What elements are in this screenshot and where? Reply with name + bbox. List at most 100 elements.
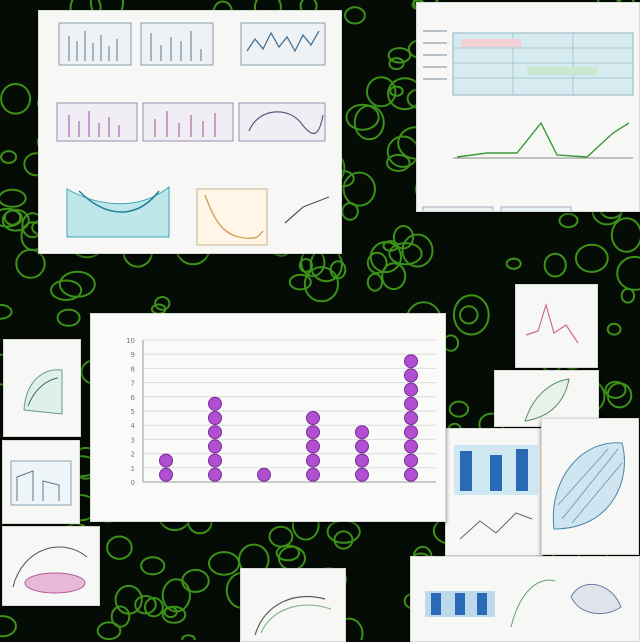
mesh-cell xyxy=(606,322,622,336)
mesh-cell xyxy=(114,584,143,615)
mesh-cell xyxy=(134,595,157,615)
mesh-cell xyxy=(558,212,579,229)
mesh-cell xyxy=(505,257,522,270)
chart-grid xyxy=(143,339,436,483)
data-point xyxy=(159,467,173,482)
mesh-cell xyxy=(181,634,196,640)
data-point xyxy=(208,396,222,411)
data-point xyxy=(208,411,222,425)
mesh-cell xyxy=(353,104,385,141)
mesh-cell xyxy=(459,305,479,325)
y-tick-label: 3 xyxy=(131,436,135,444)
mesh-cell xyxy=(161,578,191,613)
data-point xyxy=(404,467,418,482)
mesh-cell xyxy=(0,188,27,208)
mesh-cell xyxy=(333,530,354,550)
data-point xyxy=(355,425,369,440)
data-point xyxy=(306,467,320,482)
y-tick-label: 9 xyxy=(131,351,135,359)
data-point xyxy=(208,467,222,482)
data-point xyxy=(208,439,222,454)
data-point xyxy=(404,396,418,411)
mesh-cell xyxy=(366,251,388,274)
mesh-cell xyxy=(50,279,83,301)
mesh-cell xyxy=(620,287,636,304)
data-point xyxy=(404,368,418,383)
mesh-cell xyxy=(344,6,366,25)
mesh-cell xyxy=(278,545,306,571)
collage-card-bottom-right xyxy=(410,556,640,642)
mesh-cell xyxy=(342,171,376,207)
collage-card-left-2 xyxy=(2,440,80,524)
mesh-cell xyxy=(303,266,339,303)
collage-card-right-4 xyxy=(541,418,639,555)
mesh-cell xyxy=(96,621,122,640)
data-point xyxy=(306,453,320,468)
mesh-cell xyxy=(381,262,407,291)
collage-card-right-1 xyxy=(515,284,598,368)
collage-card-left-3 xyxy=(2,526,100,606)
mesh-cell xyxy=(610,217,640,253)
data-point xyxy=(208,425,222,440)
data-point xyxy=(257,467,271,482)
mesh-cell xyxy=(0,150,18,164)
mesh-cell xyxy=(543,252,567,278)
mesh-cell xyxy=(268,525,294,548)
mesh-cell xyxy=(3,209,22,226)
mesh-cell xyxy=(140,556,166,576)
mesh-cell xyxy=(366,272,383,292)
mesh-cell xyxy=(0,615,17,638)
mesh-cell xyxy=(392,225,415,250)
data-point xyxy=(404,439,418,454)
y-tick-label: 2 xyxy=(131,451,135,459)
data-point xyxy=(306,425,320,440)
data-point xyxy=(208,453,222,468)
y-tick-label: 5 xyxy=(131,408,135,416)
mesh-cell xyxy=(452,294,490,336)
data-point xyxy=(404,382,418,397)
data-point xyxy=(355,453,369,468)
collage-card-left-1 xyxy=(3,339,81,437)
y-tick-label: 8 xyxy=(131,365,135,373)
mesh-cell xyxy=(386,135,420,168)
mesh-cell xyxy=(0,83,32,115)
mesh-cell xyxy=(110,605,131,628)
y-tick-label: 7 xyxy=(131,380,135,388)
y-tick-label: 4 xyxy=(131,422,136,430)
mesh-cell xyxy=(144,597,164,618)
mesh-cell xyxy=(389,85,404,97)
data-point xyxy=(159,453,173,468)
mesh-cell xyxy=(388,57,405,71)
mesh-cell xyxy=(181,568,210,593)
collage-card-top-left xyxy=(38,10,342,254)
data-point xyxy=(355,467,369,482)
y-tick-label: 10 xyxy=(126,337,135,345)
y-tick-label: 6 xyxy=(131,394,136,402)
data-point xyxy=(306,439,320,454)
y-tick-label: 0 xyxy=(131,479,135,487)
data-point xyxy=(404,411,418,425)
mesh-cell xyxy=(616,255,640,291)
collage-card-bottom-center xyxy=(240,568,346,642)
data-point xyxy=(404,425,418,440)
data-point xyxy=(404,453,418,468)
mesh-cell xyxy=(345,103,380,131)
y-axis-ticks: 0 1 2 3 4 5 6 7 8 9 10 xyxy=(126,337,135,487)
collage-card-top-right xyxy=(416,2,640,212)
mesh-cell xyxy=(366,76,397,108)
data-point xyxy=(306,411,320,425)
mesh-cell xyxy=(106,535,133,560)
collage-card-right-3 xyxy=(445,428,543,556)
mesh-cell xyxy=(388,242,423,266)
mesh-cell xyxy=(606,382,633,409)
mesh-cell xyxy=(0,207,23,228)
data-point xyxy=(404,354,418,369)
mesh-cell xyxy=(386,153,411,172)
mesh-cell xyxy=(208,551,240,576)
mesh-cell xyxy=(448,400,470,418)
mesh-cell xyxy=(401,233,434,268)
mesh-cell xyxy=(56,308,81,327)
mesh-cell xyxy=(154,296,171,311)
main-chart-card: 0 1 2 3 4 5 6 7 8 9 10 xyxy=(90,313,446,522)
mesh-cell xyxy=(288,273,312,291)
